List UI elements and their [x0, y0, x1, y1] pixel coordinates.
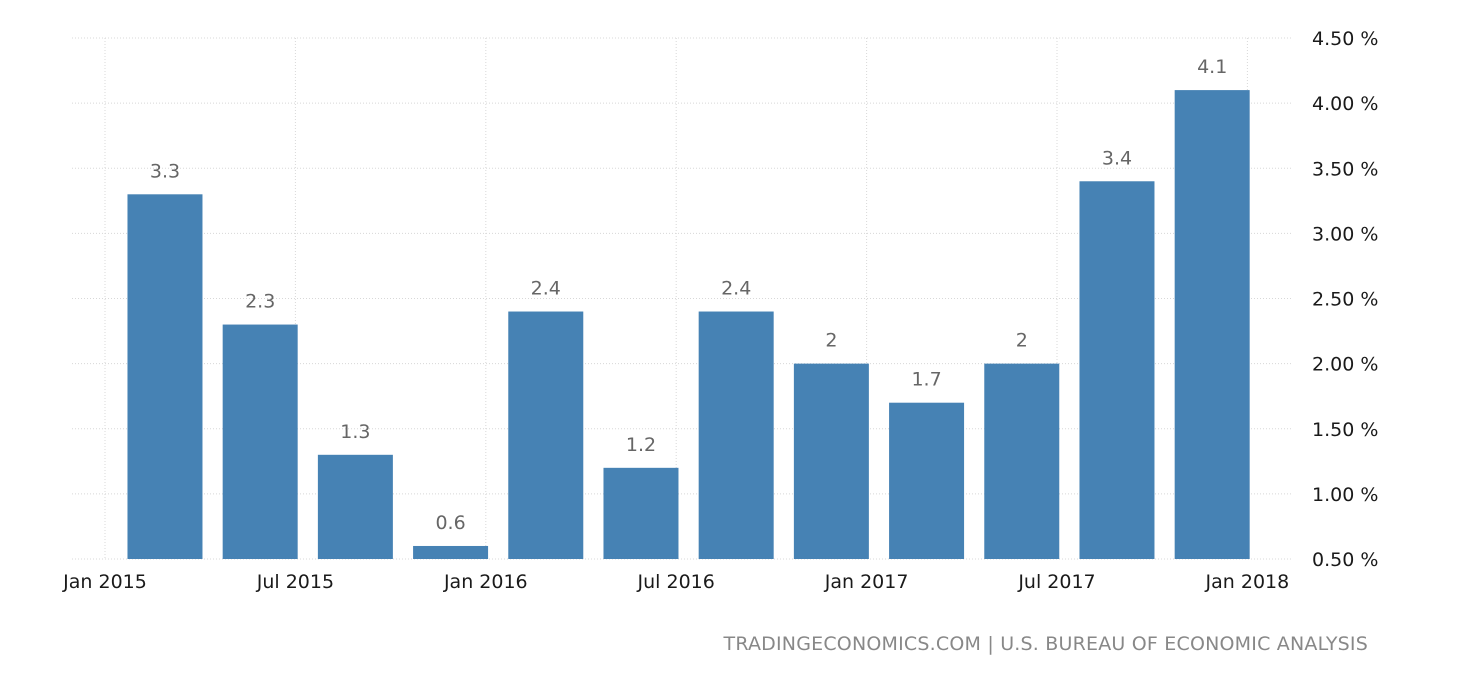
bar	[889, 402, 965, 559]
bar	[222, 324, 298, 559]
x-tick-label: Jul 2016	[637, 571, 715, 593]
y-tick-label: 2.00 %	[1312, 354, 1378, 376]
bars	[127, 90, 1250, 560]
y-axis: 0.50 % 1.00 % 1.50 % 2.00 % 2.50 % 3.00 % 3.50…	[1312, 28, 1378, 571]
bar	[793, 363, 869, 559]
y-tick-label: 2.50 %	[1312, 289, 1378, 311]
bar	[508, 311, 584, 559]
y-tick-label: 3.00 %	[1312, 223, 1378, 245]
y-tick-label: 4.00 %	[1312, 93, 1378, 115]
bar	[127, 194, 203, 560]
x-tick-label: Jan 2016	[443, 571, 528, 593]
bar-value-label: 2	[825, 330, 837, 352]
bar-value-label: 2	[1016, 330, 1028, 352]
bar	[1079, 181, 1155, 559]
bar	[698, 311, 774, 559]
bar	[317, 454, 393, 559]
data-labels: 3.3 2.3 1.3 0.6 2.4 1.2 2.4 2 1.7 2 3.4 4.1	[150, 56, 1227, 534]
bar-value-label: 4.1	[1197, 56, 1227, 78]
source-footer: TRADINGECONOMICS.COM | U.S. BUREAU OF EC…	[723, 633, 1368, 655]
y-tick-label: 0.50 %	[1312, 549, 1378, 571]
x-tick-label: Jul 2017	[1017, 571, 1095, 593]
bar-value-label: 2.4	[721, 278, 751, 300]
y-tick-label: 1.00 %	[1312, 484, 1378, 506]
bar-value-label: 2.3	[245, 291, 275, 313]
bar	[1174, 90, 1250, 559]
x-tick-label: Jan 2015	[62, 571, 147, 593]
y-tick-label: 3.50 %	[1312, 158, 1378, 180]
x-tick-label: Jan 2017	[824, 571, 909, 593]
bar	[984, 363, 1060, 559]
bar	[413, 545, 489, 559]
x-axis: Jan 2015 Jul 2015 Jan 2016 Jul 2016 Jan 2017…	[62, 571, 1289, 593]
y-tick-label: 4.50 %	[1312, 28, 1378, 50]
bar-value-label: 0.6	[435, 512, 465, 534]
bar-value-label: 3.3	[150, 160, 180, 182]
gridlines	[72, 37, 1292, 560]
bar-value-label: 1.7	[911, 369, 941, 391]
bar-value-label: 1.3	[340, 421, 370, 443]
bar-value-label: 3.4	[1102, 147, 1132, 169]
bar	[603, 467, 679, 559]
bar-value-label: 1.2	[626, 434, 656, 456]
bar-value-label: 2.4	[531, 278, 561, 300]
x-tick-label: Jan 2018	[1205, 571, 1290, 593]
y-tick-label: 1.50 %	[1312, 419, 1378, 441]
x-tick-label: Jul 2015	[256, 571, 334, 593]
